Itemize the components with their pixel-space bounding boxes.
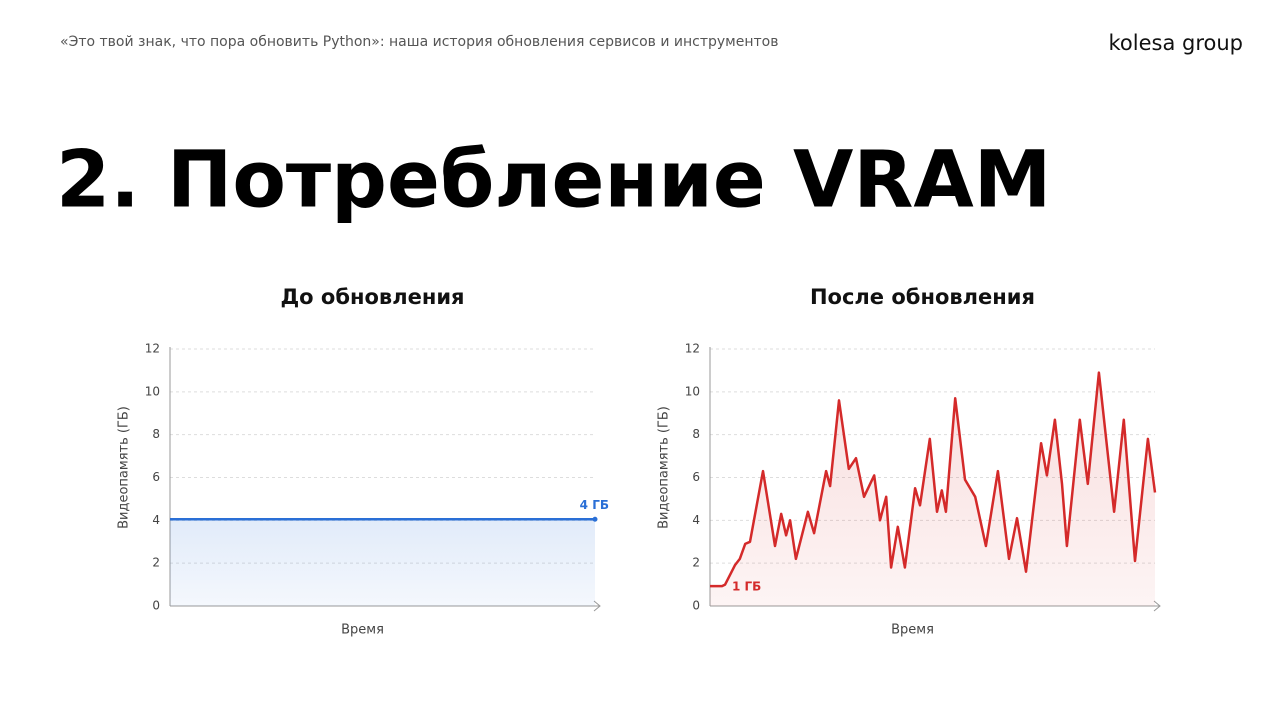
- chart-title: После обновления: [810, 285, 1035, 309]
- x-axis-arrow: [593, 600, 601, 612]
- line: [710, 371, 1157, 588]
- y-tick-label: 4: [692, 513, 700, 527]
- x-axis-arrow: [1153, 600, 1161, 612]
- x-axis-label: Время: [341, 623, 384, 638]
- y-tick-label: 8: [692, 427, 700, 441]
- area: [170, 519, 595, 606]
- logo: kolesa group: [1109, 31, 1244, 55]
- header-caption: «Это твой знак, что пора обновить Python…: [60, 34, 778, 50]
- y-tick-label: 12: [685, 342, 700, 356]
- y-tick-label: 6: [152, 470, 160, 484]
- slide-title: 2. Потребление VRAM: [56, 135, 1051, 225]
- y-axis-label: Видеопамять (ГБ): [657, 406, 672, 529]
- area: [710, 372, 1155, 606]
- y-tick-label: 2: [692, 556, 700, 570]
- end-point: [592, 516, 598, 522]
- y-axis-label: Видеопамять (ГБ): [117, 406, 132, 529]
- y-tick-label: 0: [152, 599, 160, 613]
- y-tick-label: 8: [152, 427, 160, 441]
- chart-title: До обновления: [280, 285, 464, 309]
- y-tick-label: 4: [152, 513, 160, 527]
- y-tick-label: 10: [685, 384, 700, 398]
- annotation: 1 ГБ: [732, 580, 761, 594]
- y-tick-label: 2: [152, 556, 160, 570]
- y-tick-label: 6: [692, 470, 700, 484]
- y-tick-label: 10: [145, 384, 160, 398]
- x-axis-label: Время: [891, 623, 934, 638]
- y-tick-label: 0: [692, 599, 700, 613]
- y-tick-label: 12: [145, 342, 160, 356]
- annotation: 4 ГБ: [580, 498, 609, 512]
